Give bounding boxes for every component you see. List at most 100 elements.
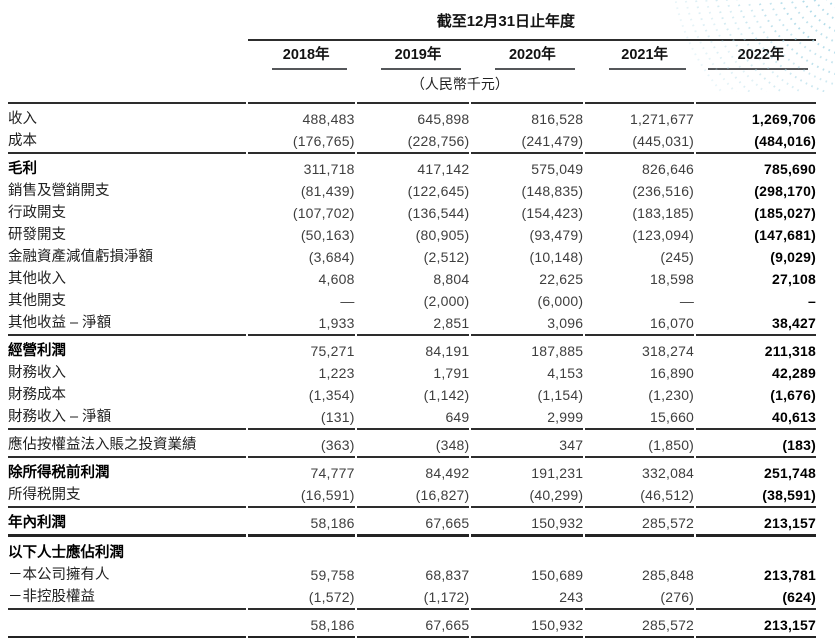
row-rd-expenses: 研發開支 (50,163) (80,905) (93,479) (123,094… — [8, 224, 816, 246]
year-header-2019: 2019年 — [357, 41, 470, 70]
value-2018: — — [340, 293, 355, 309]
row-label: 其他收益 – 淨額 — [8, 315, 112, 331]
row-finance-costs: 財務成本 (1,354) (1,142) (1,154) (1,230) (1,… — [8, 384, 816, 406]
value-2020: (6,000) — [537, 293, 584, 309]
value-2020: 150,932 — [471, 608, 584, 636]
value-2022: (624) — [782, 589, 816, 605]
value-2022: (298,170) — [754, 183, 816, 199]
value-2022: (147,681) — [754, 227, 816, 243]
value-2019: (16,827) — [415, 487, 470, 503]
year-label: 2022年 — [737, 47, 785, 63]
value-2019: (348) — [356, 428, 470, 456]
value-2018: 58,186 — [247, 608, 355, 636]
rule-segment — [696, 636, 816, 638]
value-2021: (245) — [660, 249, 695, 265]
header-spacer — [8, 41, 246, 70]
value-2019: (80,905) — [415, 227, 470, 243]
period-header-row: 截至12月31日止年度 — [8, 6, 816, 41]
value-2019: 67,665 — [356, 608, 470, 636]
value-2020: 347 — [471, 428, 584, 456]
value-2019: (1,172) — [423, 589, 470, 605]
row-income-tax-expense: 所得税開支 (16,591) (16,827) (40,299) (46,512… — [8, 484, 816, 506]
value-2022: 42,289 — [771, 365, 816, 381]
row-profit-for-year: 年內利潤 58,186 67,665 150,932 285,572 213,1… — [8, 506, 816, 534]
value-2018 — [247, 534, 355, 564]
rule-segment — [471, 636, 584, 638]
value-2018: (3,684) — [308, 249, 355, 265]
value-2022: 785,690 — [696, 152, 816, 180]
value-2020: (10,148) — [529, 249, 584, 265]
value-2020: 575,049 — [471, 152, 584, 180]
value-2020: (241,479) — [521, 133, 584, 149]
value-2019: 67,665 — [356, 506, 470, 534]
row-other-expenses: 其他開支 — (2,000) (6,000) — – — [8, 290, 816, 312]
row-label: 財務收入 — [8, 365, 66, 381]
row-label: －非控股權益 — [8, 589, 95, 605]
value-2020: 150,932 — [471, 506, 584, 534]
value-2021: (1,230) — [648, 387, 695, 403]
value-2022: 1,269,706 — [696, 102, 816, 130]
row-label: 行政開支 — [8, 205, 66, 221]
row-label: 研發開支 — [8, 227, 66, 243]
value-2022: 213,781 — [763, 567, 816, 583]
row-cost: 成本 (176,765) (228,756) (241,479) (445,03… — [8, 130, 816, 152]
row-label: 銷售及營銷開支 — [8, 183, 110, 199]
value-2019: 68,837 — [425, 567, 470, 583]
currency-unit: （人民幣千元） — [410, 76, 509, 92]
value-2020: (1,154) — [537, 387, 584, 403]
value-2019: 84,492 — [356, 456, 470, 484]
value-2022: 211,318 — [696, 334, 816, 362]
value-2019: (122,645) — [407, 183, 470, 199]
row-label: 財務成本 — [8, 387, 66, 403]
row-profit-attributable-header: 以下人士應佔利潤 — [8, 534, 816, 564]
value-2021: — — [679, 293, 695, 309]
row-other-gains-net: 其他收益 – 淨額 1,933 2,851 3,096 16,070 38,42… — [8, 312, 816, 334]
year-label: 2019年 — [394, 47, 442, 63]
value-2018: (16,591) — [300, 487, 355, 503]
row-gross-profit: 毛利 311,718 417,142 575,049 826,646 785,6… — [8, 152, 816, 180]
value-2018: 1,223 — [318, 365, 355, 381]
value-2018: 311,718 — [247, 152, 355, 180]
value-2019: (2,512) — [423, 249, 470, 265]
row-impairment-losses: 金融資產減值虧損淨額 (3,684) (2,512) (10,148) (245… — [8, 246, 816, 268]
value-2019: (228,756) — [407, 133, 470, 149]
value-2021: (236,516) — [632, 183, 695, 199]
currency-unit-row: （人民幣千元） — [8, 70, 816, 102]
value-2021: 285,848 — [642, 567, 695, 583]
row-non-controlling-interests: －非控股權益 (1,572) (1,172) 243 (276) (624) — [8, 586, 816, 608]
value-2022: 251,748 — [696, 456, 816, 484]
value-2018: 488,483 — [247, 102, 355, 130]
row-total: 58,186 67,665 150,932 285,572 213,157 — [8, 608, 816, 636]
year-header-2018: 2018年 — [248, 41, 355, 70]
value-2020: (154,423) — [521, 205, 584, 221]
value-2021: 285,572 — [585, 608, 695, 636]
year-header-2022: 2022年 — [696, 41, 816, 70]
value-2018: (1,572) — [308, 589, 355, 605]
row-label: 其他收入 — [8, 271, 66, 287]
row-other-income: 其他收入 4,608 8,804 22,625 18,598 27,108 — [8, 268, 816, 290]
row-label: －本公司擁有人 — [8, 567, 110, 583]
value-2018: (1,354) — [308, 387, 355, 403]
year-underline — [380, 68, 462, 70]
year-header-2020: 2020年 — [471, 41, 583, 70]
row-selling-marketing-expenses: 銷售及營銷開支 (81,439) (122,645) (148,835) (23… — [8, 180, 816, 202]
value-2021 — [585, 534, 695, 564]
row-label: 收入 — [8, 102, 246, 130]
value-2022: 213,157 — [696, 506, 816, 534]
value-2019: 84,191 — [356, 334, 470, 362]
period-title: 截至12月31日止年度 — [247, 6, 816, 41]
rule-segment — [356, 636, 470, 638]
row-owners-of-company: －本公司擁有人 59,758 68,837 150,689 285,848 21… — [8, 564, 816, 586]
row-revenue: 收入 488,483 645,898 816,528 1,271,677 1,2… — [8, 102, 816, 130]
value-2022: 38,427 — [771, 315, 816, 331]
row-label: 以下人士應佔利潤 — [8, 534, 246, 564]
table-bottom-rule — [8, 636, 816, 638]
value-2018: 59,758 — [310, 567, 355, 583]
row-label: 除所得税前利潤 — [8, 456, 246, 484]
value-2018: (363) — [247, 428, 355, 456]
header-spacer — [8, 70, 246, 102]
row-profit-before-tax: 除所得税前利潤 74,777 84,492 191,231 332,084 25… — [8, 456, 816, 484]
value-2022: (185,027) — [754, 205, 816, 221]
row-administrative-expenses: 行政開支 (107,702) (136,544) (154,423) (183,… — [8, 202, 816, 224]
year-header-row: 2018年 2019年 2020年 2021年 2022年 — [8, 41, 816, 70]
